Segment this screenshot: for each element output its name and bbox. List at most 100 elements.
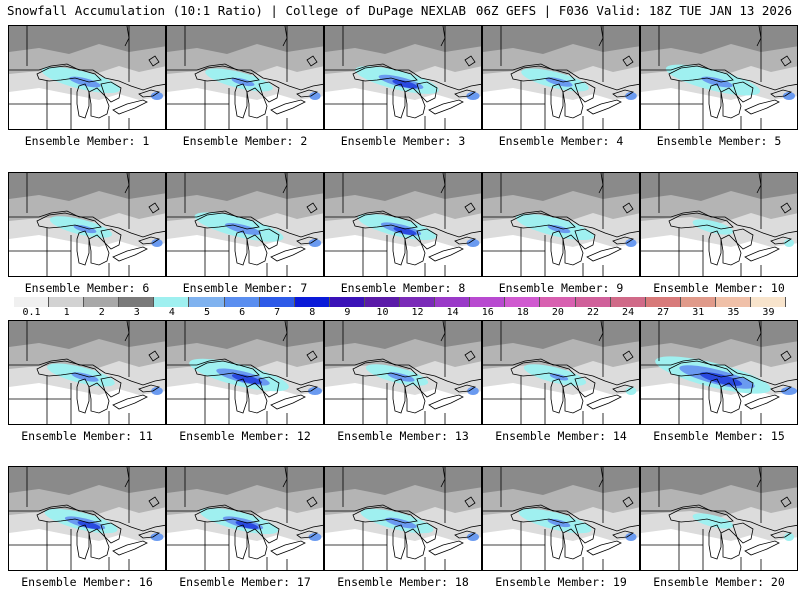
- ensemble-panel-16: [8, 466, 166, 571]
- lake-outline: [352, 360, 418, 378]
- snow-gray-area: [9, 173, 165, 201]
- snowfall-map-11: [9, 321, 165, 424]
- border-line: [483, 504, 639, 532]
- border-line: [641, 504, 797, 532]
- lake-outline: [428, 246, 464, 262]
- lake-outline: [296, 384, 318, 393]
- lake-outline: [668, 360, 734, 378]
- colorbar-tick-label: 31: [692, 307, 705, 318]
- snow-spot-east: [466, 92, 480, 100]
- snow-band-blue: [385, 517, 417, 529]
- state-lines: [9, 173, 130, 276]
- snowfall-map-1: [9, 26, 165, 129]
- colorbar-swatch: [610, 297, 646, 307]
- lake-outline: [574, 522, 596, 544]
- lake-outline: [562, 87, 584, 119]
- lake-outline: [76, 378, 90, 414]
- lake-outline: [770, 236, 792, 245]
- lake-outline: [148, 55, 160, 67]
- border-line: [483, 210, 639, 238]
- lake-outline: [76, 83, 90, 119]
- lake-outline: [622, 55, 634, 67]
- lake-outline: [352, 65, 418, 83]
- snow-gray-area: [483, 467, 639, 495]
- lake-outline: [246, 528, 268, 560]
- ensemble-member-label: Ensemble Member: 11: [21, 429, 153, 443]
- snow-gray-area: [9, 26, 165, 54]
- lake-outline: [194, 212, 260, 230]
- ensemble-member-label: Ensemble Member: 8: [340, 281, 466, 295]
- lake-outline: [36, 65, 102, 83]
- border-line: [325, 210, 481, 238]
- colorbar-tick-label: 35: [727, 307, 740, 318]
- snow-gray-area: [483, 26, 639, 54]
- ensemble-member-label: Ensemble Member: 17: [179, 575, 311, 589]
- snowfall-map-14: [483, 321, 639, 424]
- snow-gray-area: [641, 173, 797, 201]
- border-line: [9, 504, 165, 532]
- snow-spot-east: [625, 239, 637, 247]
- snow-spot-east: [151, 387, 163, 395]
- ensemble-member-label: Ensemble Member: 15: [653, 429, 785, 443]
- lake-outline: [756, 173, 762, 194]
- ensemble-panel-3: [324, 25, 482, 130]
- ensemble-panel-2: [166, 25, 324, 130]
- lake-outline: [306, 496, 318, 508]
- snow-spot-east: [308, 533, 322, 541]
- colorbar-legend: 0.1 1 2 3 4 5 6 7 8 9 10 12 14 16 18 20 22 24 27 31 35 39: [14, 297, 787, 319]
- ensemble-panel-5: [640, 25, 798, 130]
- state-lines: [325, 26, 446, 129]
- ensemble-panel-13: [324, 320, 482, 425]
- lake-outline: [124, 173, 130, 194]
- lake-outline: [352, 506, 418, 524]
- snow-band-deep-blue: [392, 79, 418, 89]
- lake-outline: [732, 228, 754, 250]
- lake-outline: [282, 26, 288, 47]
- lake-outline: [732, 376, 754, 398]
- lake-outline: [708, 83, 722, 119]
- snow-band-blue: [69, 76, 101, 88]
- ensemble-panel-15: [640, 320, 798, 425]
- lake-outline: [404, 382, 426, 414]
- ensemble-member-label: Ensemble Member: 14: [495, 429, 627, 443]
- lake-outline: [464, 350, 476, 362]
- ensemble-panel-11: [8, 320, 166, 425]
- lake-outline: [392, 83, 406, 119]
- lake-outline: [770, 384, 792, 393]
- ensemble-member-label: Ensemble Member: 6: [24, 281, 150, 295]
- lake-outline: [744, 540, 780, 556]
- lake-outline: [282, 321, 288, 342]
- colorbar-tick-label: 22: [586, 307, 600, 318]
- lake-outline: [352, 212, 418, 230]
- lake-outline: [234, 230, 248, 266]
- lake-outline: [306, 202, 318, 214]
- lake-outline: [258, 228, 280, 250]
- lake-outline: [194, 360, 260, 378]
- lake-outline: [416, 228, 438, 250]
- snow-band-deep-blue: [235, 521, 259, 529]
- colorbar-swatch: [119, 297, 155, 307]
- lake-outline: [306, 350, 318, 362]
- lake-outline: [306, 55, 318, 67]
- colorbar-tick-label: 8: [309, 307, 316, 318]
- lake-outline: [744, 246, 780, 262]
- lake-outline: [780, 202, 792, 214]
- colorbar-swatch: [715, 297, 751, 307]
- snow-spot-east: [781, 387, 797, 395]
- lake-outline: [770, 530, 792, 539]
- snowfall-map-16: [9, 467, 165, 570]
- ensemble-panel-19: [482, 466, 640, 571]
- ensemble-panel-18: [324, 466, 482, 571]
- snow-gray-area: [641, 321, 797, 349]
- border-line: [325, 504, 481, 532]
- snowfall-map-12: [167, 321, 323, 424]
- ensemble-member-label: Ensemble Member: 3: [340, 134, 466, 148]
- ensemble-panel-12: [166, 320, 324, 425]
- snow-spot-east: [625, 92, 637, 100]
- snow-spot-east: [309, 92, 321, 100]
- lake-outline: [780, 350, 792, 362]
- state-lines: [9, 467, 130, 570]
- border-line: [483, 358, 639, 386]
- colorbar-tick-label: 27: [657, 307, 670, 318]
- lake-outline: [112, 394, 148, 410]
